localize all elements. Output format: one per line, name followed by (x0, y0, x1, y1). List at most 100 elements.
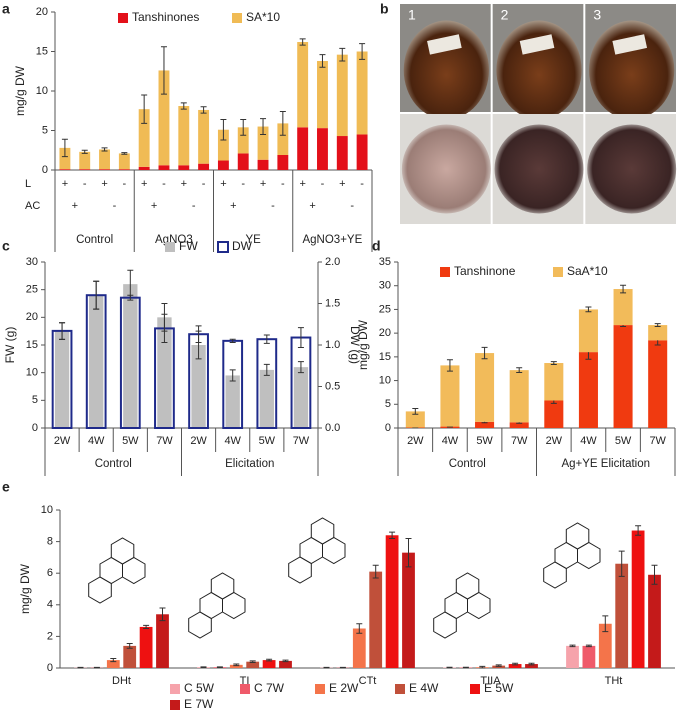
row-value: + (309, 200, 315, 212)
error-bar (266, 658, 273, 662)
bar (509, 370, 529, 423)
bar (178, 165, 190, 170)
group-label: Control (449, 458, 486, 470)
error-bar (93, 666, 100, 669)
group-label: Elicitation (225, 458, 274, 470)
x-tick-label: 5W (476, 435, 493, 447)
error-bar (550, 361, 557, 365)
structure (433, 611, 457, 639)
error-bar (339, 666, 346, 669)
error-bar (339, 47, 346, 62)
x-tick-label: 4W (224, 435, 241, 447)
error-bar (635, 525, 642, 536)
bar (277, 154, 289, 170)
error-bar (263, 334, 270, 344)
legend-swatch (170, 684, 180, 694)
bar (217, 160, 229, 170)
error-bar (279, 111, 286, 136)
y2-tick-label: 1.0 (325, 339, 340, 351)
structure (288, 556, 312, 584)
bar (123, 645, 137, 668)
panel-tag: d (372, 238, 381, 254)
row-value: - (321, 178, 325, 190)
row-value: - (113, 200, 117, 212)
bar (405, 411, 425, 428)
error-bar (160, 46, 167, 95)
y-axis-label: mg/g DW (18, 563, 32, 614)
legend-label: SaA*10 (567, 264, 608, 278)
bar (118, 153, 130, 170)
dish (401, 124, 491, 214)
bar (544, 363, 564, 401)
structure (554, 541, 578, 570)
photo-label: 1 (408, 7, 416, 23)
x-tick-label: THt (605, 675, 623, 687)
bar (198, 163, 210, 170)
y2-tick-label: 1.5 (325, 297, 340, 309)
legend-swatch (240, 684, 250, 694)
bar (257, 159, 269, 170)
x-tick-label: CTt (359, 675, 377, 687)
y-tick-label: 2 (47, 630, 53, 642)
bar (138, 166, 150, 170)
bar (648, 574, 661, 668)
structure (222, 591, 246, 620)
row-value: - (360, 178, 364, 190)
group-label: AgNO3 (155, 234, 193, 246)
error-bar (77, 666, 84, 669)
x-tick-label: 7W (649, 435, 666, 447)
y-tick-label: 25 (26, 284, 38, 296)
bar (566, 645, 579, 668)
bar (631, 530, 645, 668)
error-bar (319, 54, 326, 68)
legend-swatch (165, 242, 175, 252)
error-bar (200, 106, 207, 114)
bar (402, 552, 415, 668)
bar (89, 295, 104, 428)
bar (509, 422, 529, 428)
row-value: - (192, 200, 196, 212)
y2-tick-label: 0.5 (325, 380, 340, 392)
x-tick-label: TIIA (480, 675, 501, 687)
legend-swatch (553, 267, 563, 277)
bar (615, 563, 629, 668)
bar (582, 645, 596, 668)
legend-swatch (315, 684, 325, 694)
bar (352, 628, 366, 668)
structure (88, 576, 112, 604)
error-bar (229, 369, 236, 382)
error-bar (282, 659, 289, 663)
error-bar (180, 102, 187, 110)
error-bar (229, 338, 236, 344)
bar (578, 352, 598, 428)
bar (191, 345, 206, 428)
panel-tag: a (2, 1, 10, 17)
bar (259, 369, 274, 428)
error-bar (585, 644, 592, 648)
error-bar (446, 359, 453, 372)
row-label: AC (25, 200, 40, 212)
bar (158, 70, 170, 166)
error-bar (200, 666, 207, 669)
structure (565, 522, 590, 550)
bar (277, 123, 289, 155)
bar (598, 623, 612, 668)
x-tick-label: TI (240, 675, 250, 687)
bar (475, 421, 495, 428)
legend-swatch (170, 700, 180, 710)
row-value: - (123, 178, 127, 190)
flask-tag (612, 34, 648, 55)
flask-tag (427, 34, 462, 55)
x-tick-label: 4W (442, 435, 459, 447)
y-axis-label: mg/g DW (13, 65, 27, 116)
structure (199, 591, 223, 620)
error-bar (61, 138, 68, 158)
x-tick-label: 2W (190, 435, 207, 447)
row-value: + (299, 178, 305, 190)
y-axis-label: mg/g DW (356, 319, 370, 370)
flask (403, 20, 489, 120)
flask-tag (519, 34, 555, 55)
structure (188, 611, 212, 639)
panel-tag: c (2, 238, 10, 254)
